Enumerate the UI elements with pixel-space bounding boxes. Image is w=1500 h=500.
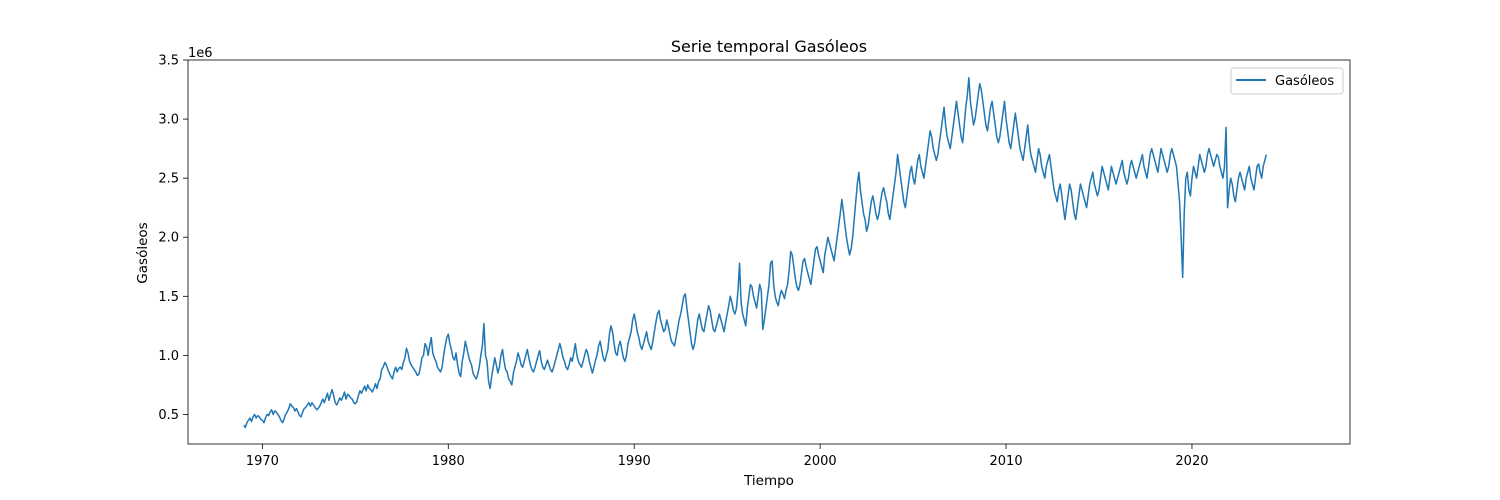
y-axis-title: Gasóleos bbox=[135, 222, 151, 283]
y-axis: 0.5 1.0 1.5 2.0 2.5 3.0 3.5 bbox=[158, 54, 188, 423]
x-axis-title: Tiempo bbox=[743, 473, 794, 489]
x-tick-label: 2020 bbox=[1175, 454, 1208, 469]
plot-frame bbox=[187, 59, 1351, 445]
chart-title: Serie temporal Gasóleos bbox=[671, 37, 867, 56]
legend: Gasóleos bbox=[1230, 67, 1344, 95]
x-tick-label: 1970 bbox=[246, 454, 279, 469]
x-tick-label: 1990 bbox=[618, 454, 651, 469]
y-tick-label: 2.0 bbox=[158, 231, 179, 246]
y-tick-label: 0.5 bbox=[158, 408, 179, 423]
y-tick-label: 3.5 bbox=[158, 54, 179, 69]
legend-box bbox=[1230, 67, 1344, 95]
x-axis: 1970 1980 1990 2000 2010 2020 bbox=[246, 444, 1209, 469]
legend-label: Gasóleos bbox=[1275, 74, 1334, 89]
y-offset-label: 1e6 bbox=[188, 46, 213, 61]
y-tick-label: 1.5 bbox=[158, 290, 179, 305]
y-tick-label: 2.5 bbox=[158, 172, 179, 187]
y-tick-label: 1.0 bbox=[158, 349, 179, 364]
x-tick-label: 2000 bbox=[804, 454, 837, 469]
plot-area bbox=[187, 59, 1351, 445]
y-tick-label: 3.0 bbox=[158, 113, 179, 128]
x-tick-label: 1980 bbox=[432, 454, 465, 469]
series-line-gasoleos bbox=[243, 76, 1268, 429]
x-tick-label: 2010 bbox=[990, 454, 1023, 469]
plot-background bbox=[188, 60, 1350, 444]
